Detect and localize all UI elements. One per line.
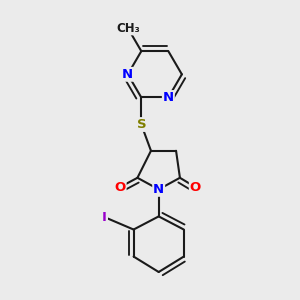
Text: N: N [122,68,134,81]
Text: S: S [136,118,146,131]
Text: O: O [115,181,126,194]
Text: O: O [190,181,201,194]
Text: CH₃: CH₃ [116,22,140,34]
Text: I: I [102,211,107,224]
Text: N: N [153,183,164,196]
Text: N: N [163,91,174,104]
